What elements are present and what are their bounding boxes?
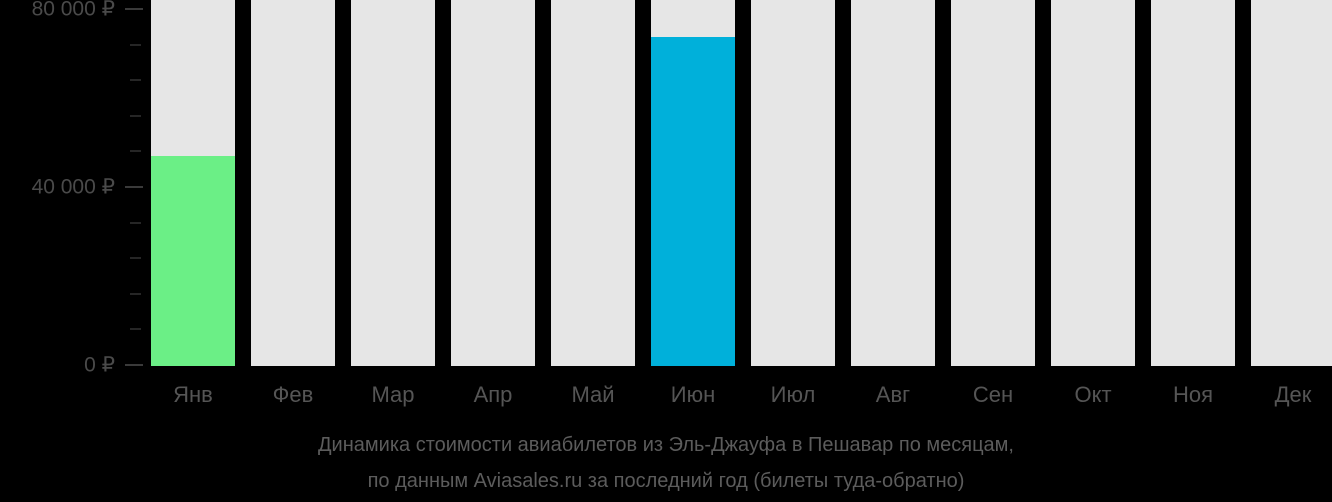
y-axis-tick-label: 40 000 ₽: [31, 175, 115, 199]
y-axis-minor-tick: [130, 221, 141, 224]
y-axis-major-tick: [125, 364, 143, 366]
bar-track: [351, 0, 435, 366]
bar-column[interactable]: [751, 0, 835, 366]
y-axis-minor-tick: [130, 114, 141, 117]
x-axis-month-label: Сен: [972, 382, 1014, 407]
bar-track: [551, 0, 635, 366]
bar-column[interactable]: [251, 0, 335, 366]
bar-column[interactable]: [1151, 0, 1235, 366]
x-axis-month-label: Авг: [875, 382, 911, 407]
bar-track: [1151, 0, 1235, 366]
bar-track: [451, 0, 535, 366]
y-axis-minor-tick: [130, 257, 141, 260]
x-axis-month-label: Янв: [173, 382, 213, 407]
bar-column[interactable]: [1251, 0, 1332, 366]
bar-track: [251, 0, 335, 366]
y-axis-tick-label: 80 000 ₽: [31, 0, 115, 21]
bar-track: [1051, 0, 1135, 366]
bar-column[interactable]: [351, 0, 435, 366]
x-axis-month-label: Ноя: [1172, 382, 1214, 407]
x-axis-month-label: Фев: [272, 382, 314, 407]
y-axis-minor-tick: [130, 43, 141, 46]
bar-column[interactable]: [651, 0, 735, 366]
plot-area: [151, 0, 1332, 366]
x-axis-month-label: Май: [571, 382, 615, 407]
y-axis-minor-tick: [130, 292, 141, 295]
bar-column[interactable]: [151, 0, 235, 366]
y-axis: 80 000 ₽ 40 000 ₽ 0 ₽: [0, 0, 151, 376]
bar-value[interactable]: [651, 37, 735, 366]
y-axis-minor-tick: [130, 150, 141, 153]
x-axis-month-label: Апр: [473, 382, 513, 407]
x-axis-month-label: Июл: [770, 382, 816, 407]
bar-track: [1251, 0, 1332, 366]
bar-column[interactable]: [951, 0, 1035, 366]
caption-line-1: Динамика стоимости авиабилетов из Эль-Дж…: [318, 434, 1014, 456]
bar-column[interactable]: [551, 0, 635, 366]
y-axis-minor-tick: [130, 328, 141, 331]
y-axis-tick-label: 0 ₽: [84, 353, 115, 377]
chart-caption: Динамика стоимости авиабилетов из Эль-Дж…: [0, 427, 1332, 499]
bar-track: [951, 0, 1035, 366]
bar-value[interactable]: [151, 155, 235, 366]
caption-line-2: по данным Aviasales.ru за последний год …: [367, 470, 965, 492]
x-axis: Янв Фев Мар Апр Май Июн Июл Авг Сен Окт Ноя Дек: [151, 366, 1332, 416]
bar-column[interactable]: [1051, 0, 1135, 366]
y-axis-minor-tick: [130, 79, 141, 82]
y-axis-major-tick: [125, 186, 143, 188]
x-axis-month-label: Дек: [1274, 382, 1312, 407]
bar-track: [751, 0, 835, 366]
y-axis-major-tick: [125, 8, 143, 10]
bar-column[interactable]: [851, 0, 935, 366]
bar-track: [851, 0, 935, 366]
x-axis-month-label: Окт: [1074, 382, 1112, 407]
x-axis-month-label: Июн: [670, 382, 716, 407]
x-axis-month-label: Мар: [371, 382, 415, 407]
bar-column[interactable]: [451, 0, 535, 366]
